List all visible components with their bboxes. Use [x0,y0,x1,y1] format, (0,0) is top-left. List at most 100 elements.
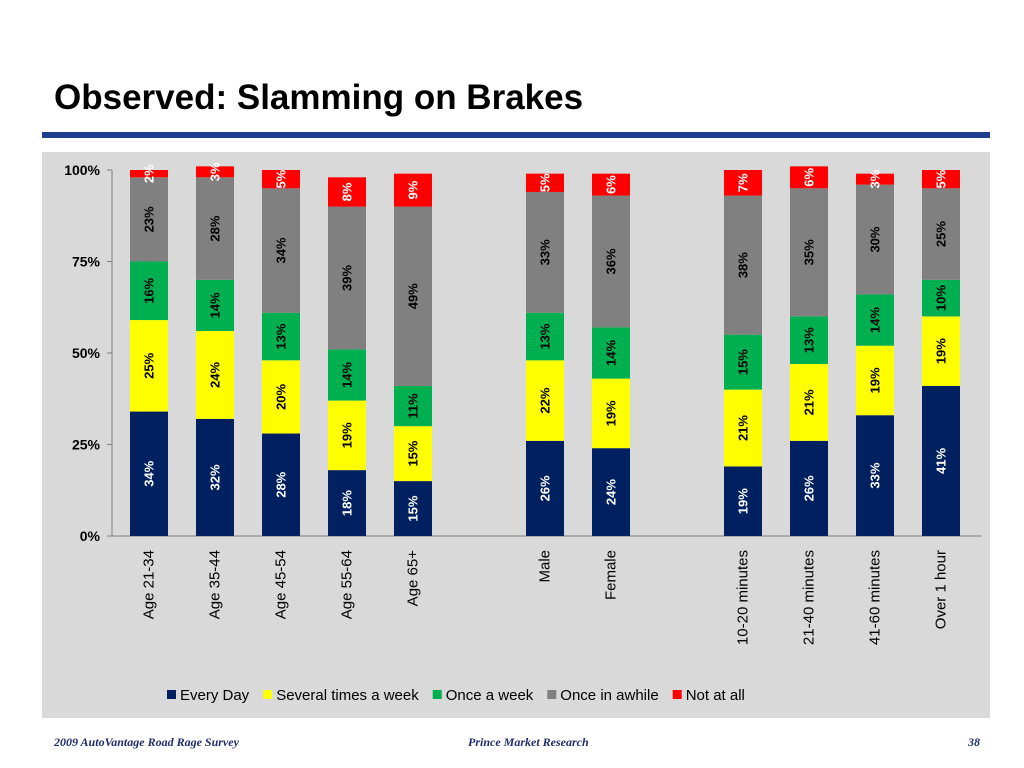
bar-segment [592,378,630,449]
bar-segment [592,195,630,328]
bar-segment [262,188,300,313]
data-label: 5% [538,173,553,192]
data-label: 34% [142,460,157,486]
bar-segment [526,173,564,192]
data-label: 25% [934,221,949,247]
bar-segment [394,173,432,207]
data-label: 19% [604,400,619,426]
legend-swatch [672,690,682,699]
bar-segment [724,170,762,196]
data-label: 19% [736,488,751,514]
category-label: 21-40 minutes [801,550,818,645]
bar-segment [790,316,828,364]
bar-segment [790,440,828,536]
data-label: 6% [604,175,619,194]
data-label: 2% [142,164,157,183]
legend-swatch [432,690,442,699]
data-label: 28% [274,471,289,497]
bar-segment [394,426,432,482]
bar-segment [394,481,432,536]
legend-label: Once a week [446,687,534,704]
bar-segment [394,385,432,427]
bar-segment [262,170,300,189]
bar-segment [724,195,762,335]
data-label: 8% [340,182,355,201]
category-label: Age 65+ [405,550,422,607]
bar-segment [526,312,564,361]
bar-segment [592,173,630,196]
data-label: 28% [208,215,223,241]
bar-segment [724,466,762,536]
bar-segment [856,184,894,295]
legend-swatch [167,690,176,699]
bar-segment [196,331,234,419]
data-label: 13% [538,323,553,349]
bar-segment [592,448,630,536]
data-label: 15% [736,349,751,375]
y-tick-label: 25% [72,437,101,453]
category-label: Male [537,550,554,583]
page-title: Observed: Slamming on Brakes [54,78,584,117]
bar-segment [790,188,828,317]
bar-segment [592,327,630,379]
category-label: 41-60 minutes [867,550,884,645]
bar-segment [922,279,960,317]
bar-segment [790,166,828,189]
title-divider [42,132,990,138]
data-label: 16% [142,277,157,303]
y-tick-label: 75% [72,254,101,270]
bar-segment [394,206,432,386]
page-number: 38 [968,735,980,749]
data-label: 6% [802,167,817,186]
data-label: 5% [934,169,949,188]
bar-segment [856,294,894,346]
data-label: 7% [736,173,751,192]
bar-segment [856,415,894,536]
footer-company: Prince Market Research [468,735,589,749]
bar-segment [328,470,366,536]
data-label: 34% [274,237,289,263]
category-label: Female [603,550,620,600]
data-label: 3% [868,169,883,188]
legend-swatch [263,690,273,699]
data-label: 9% [406,180,421,199]
bar-segment [724,389,762,467]
data-label: 24% [604,479,619,505]
data-label: 26% [538,475,553,501]
bar-segment [526,360,564,441]
data-label: 11% [406,393,421,419]
data-label: 33% [868,462,883,488]
bar-segment [856,173,894,185]
data-label: 14% [868,307,883,333]
bar-segment [724,334,762,390]
bar-segment [922,316,960,386]
data-label: 49% [406,283,421,309]
category-label: 10-20 minutes [735,550,752,645]
category-label: Age 55-64 [339,550,356,619]
data-label: 14% [208,292,223,318]
data-label: 25% [142,352,157,378]
bar-segment [130,261,168,321]
data-label: 21% [736,415,751,441]
category-label: Over 1 hour [933,550,950,629]
data-label: 15% [406,440,421,466]
legend-label: Once in awhile [560,687,658,704]
data-label: 19% [340,422,355,448]
bar-segment [130,411,168,536]
bar-segment [130,320,168,412]
data-label: 39% [340,265,355,291]
data-label: 19% [868,367,883,393]
chart-panel: 0% 25% 50% 75% 100% 34% 25% 16% 23% 2% Age 21-34 32… [42,152,990,718]
bar-segment [196,166,234,178]
legend-label: Not at all [686,687,745,704]
bar-segment [196,279,234,332]
bar-segment [922,170,960,189]
data-label: 19% [934,338,949,364]
bar-segment [262,312,300,361]
bar-segment [328,177,366,207]
data-label: 5% [274,169,289,188]
data-label: 13% [274,323,289,349]
y-tick-label: 50% [72,345,101,361]
legend-label: Several times a week [276,687,419,704]
data-label: 24% [208,362,223,388]
